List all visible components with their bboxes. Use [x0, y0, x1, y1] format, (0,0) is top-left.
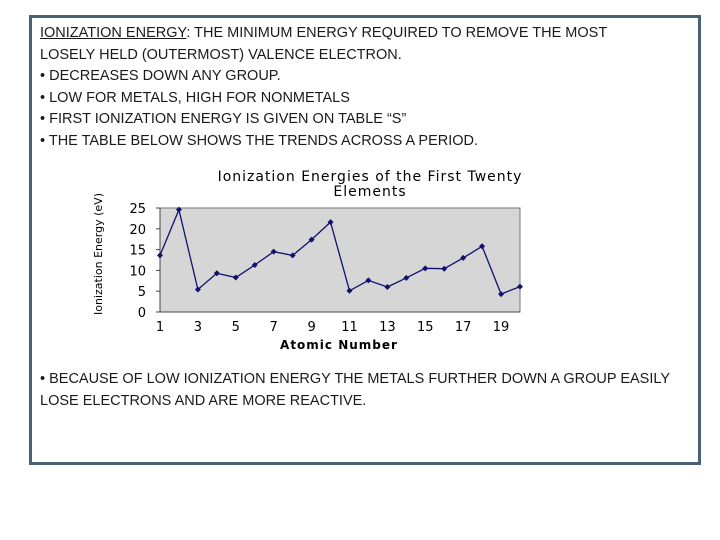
bullet-table-s: • FIRST IONIZATION ENERGY IS GIVEN ON TA… — [40, 111, 407, 127]
x-tick-label: 3 — [194, 320, 202, 335]
intro-text: IONIZATION ENERGY: THE MINIMUM ENERGY RE… — [40, 23, 690, 152]
data-point — [213, 270, 220, 277]
data-point — [517, 283, 523, 290]
data-point — [232, 274, 239, 281]
x-tick-label: 1 — [156, 320, 164, 335]
x-tick-label: 13 — [379, 320, 396, 335]
conclusion-line-1: • BECAUSE OF LOW IONIZATION ENERGY THE M… — [40, 371, 671, 387]
term-ionization-energy: IONIZATION ENERGY — [40, 25, 187, 41]
chart-title-line-2: Elements — [333, 184, 406, 200]
data-point — [289, 252, 296, 259]
definition-continued: LOSELY HELD (OUTERMOST) VALENCE ELECTRON… — [40, 46, 402, 63]
data-point — [403, 274, 410, 281]
data-point — [441, 265, 448, 272]
data-point — [479, 243, 486, 250]
x-tick-label: 5 — [232, 320, 240, 335]
slide-frame: IONIZATION ENERGY: THE MINIMUM ENERGY RE… — [29, 15, 701, 465]
y-tick-label: 20 — [129, 223, 146, 238]
data-point — [498, 291, 505, 298]
y-axis-label: Ionization Energy (eV) — [92, 193, 105, 315]
data-point — [422, 265, 429, 272]
data-point — [384, 284, 391, 291]
series-line — [159, 207, 521, 295]
y-tick-label: 10 — [129, 264, 146, 279]
chart-title-line-1: Ionization Energies of the First Twenty — [218, 169, 523, 185]
data-point — [194, 286, 201, 293]
y-tick-label: 0 — [138, 306, 146, 321]
data-point — [175, 206, 182, 213]
bullet-decreases: • DECREASES DOWN ANY GROUP. — [40, 68, 281, 84]
data-point — [346, 287, 353, 294]
y-tick-label: 25 — [129, 202, 146, 217]
plot-background — [159, 207, 521, 313]
data-point — [251, 261, 258, 268]
ionization-energy-chart: Ionization Energies of the First Twenty … — [92, 169, 523, 352]
x-tick-label: 9 — [307, 320, 315, 335]
x-tick-label: 19 — [493, 320, 510, 335]
data-point — [270, 248, 277, 255]
y-tick-label: 15 — [129, 244, 146, 259]
bullet-metals: • LOW FOR METALS, HIGH FOR NONMETALS — [40, 89, 350, 106]
data-point — [365, 277, 372, 284]
x-tick-label: 11 — [341, 320, 358, 335]
y-tick-label: 5 — [138, 285, 146, 300]
data-point — [308, 236, 315, 243]
definition-line: IONIZATION ENERGY: THE MINIMUM ENERGY RE… — [40, 23, 690, 45]
data-point — [157, 252, 163, 259]
definition-text: : THE MINIMUM ENERGY REQUIRED TO REMOVE … — [186, 25, 608, 41]
x-axis-label: Atomic Number — [280, 338, 398, 352]
x-tick-label: 7 — [270, 320, 278, 335]
x-tick-label: 15 — [417, 320, 434, 335]
conclusion-text: • BECAUSE OF LOW IONIZATION ENERGY THE M… — [40, 369, 690, 412]
data-point — [327, 219, 334, 226]
conclusion-line-2: LOSE ELECTRONS AND ARE MORE REACTIVE. — [40, 392, 367, 409]
bullet-trends: • THE TABLE BELOW SHOWS THE TRENDS ACROS… — [40, 132, 479, 149]
x-tick-label: 17 — [455, 320, 472, 335]
